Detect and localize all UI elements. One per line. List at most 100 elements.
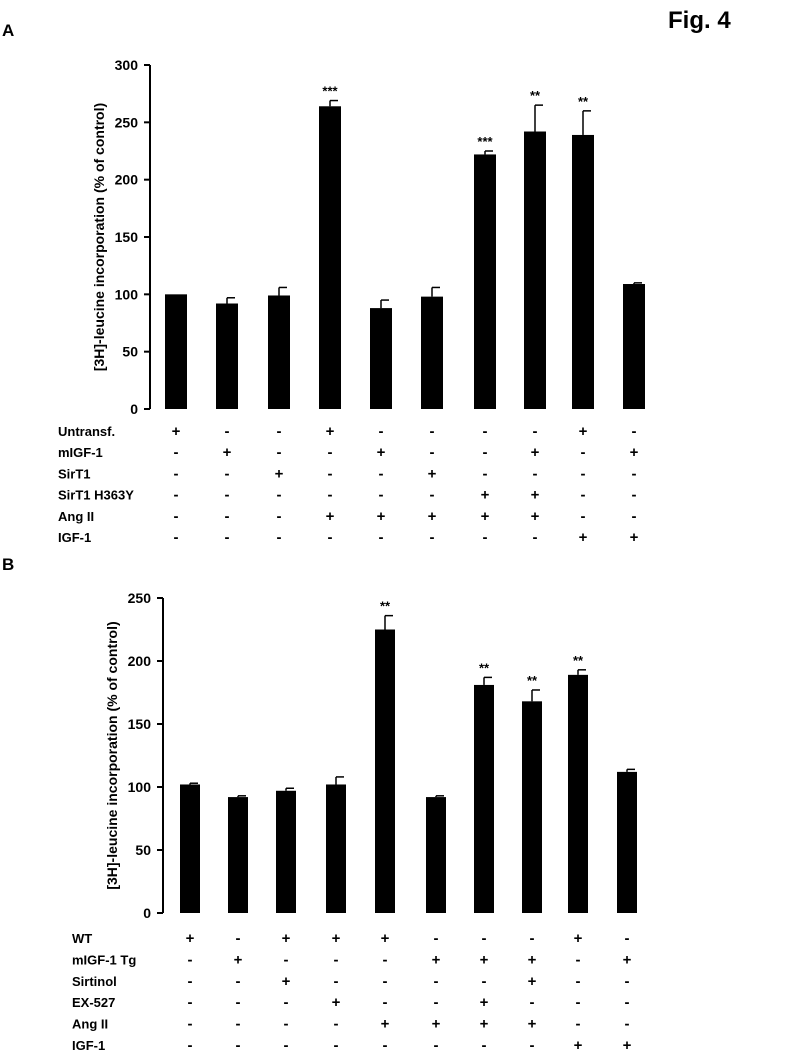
panel-b-condition-symbol: - <box>576 994 581 1011</box>
panel-a-bar <box>474 154 496 409</box>
panel-a-condition-symbol: - <box>174 529 179 546</box>
panel-b-condition-label: WT <box>72 931 92 946</box>
panel-b-y-tick-label: 250 <box>128 590 152 606</box>
panel-a-condition-symbol: - <box>632 487 637 504</box>
panel-b-condition-symbol: - <box>434 1037 439 1050</box>
panel-a-condition-symbol: - <box>174 465 179 482</box>
panel-a-condition-symbol: + <box>275 465 284 482</box>
panel-b-bar <box>474 684 494 913</box>
panel-a-condition-symbol: - <box>483 529 488 546</box>
panel-b-condition-symbol: - <box>236 973 241 990</box>
panel-b-condition-symbol: - <box>334 1037 339 1050</box>
panel-a-condition-symbol: - <box>430 487 435 504</box>
panel-a-y-tick-label: 150 <box>115 229 139 245</box>
panel-a-y-axis-label: [3H]-leucine incorporation (% of control… <box>91 103 107 371</box>
panel-b-significance-label: ** <box>479 660 490 675</box>
panel-a-y-tick-label: 300 <box>115 57 139 73</box>
panel-b-condition-symbol: - <box>625 1016 630 1033</box>
panel-b-bar <box>568 674 588 913</box>
panel-b-bar <box>375 629 395 913</box>
panel-a-bar <box>572 134 594 410</box>
panel-b-label: B <box>2 555 14 574</box>
panel-a-condition-symbol: - <box>225 529 230 546</box>
panel-a-condition-symbol: + <box>579 529 588 546</box>
panel-a-condition-symbol: - <box>581 508 586 525</box>
panel-a-condition-label: Untransf. <box>58 424 115 439</box>
panel-a-condition-symbol: - <box>483 423 488 440</box>
panel-a-condition-symbol: - <box>277 423 282 440</box>
panel-a-condition-symbol: + <box>428 508 437 525</box>
panel-b-condition-symbol: - <box>625 994 630 1011</box>
panel-b-condition-symbol: + <box>234 951 243 968</box>
panel-a-condition-symbol: + <box>326 423 335 440</box>
panel-a-condition-symbol: - <box>632 508 637 525</box>
panel-b-condition-symbol: + <box>623 951 632 968</box>
panel-a-condition-label: SirT1 <box>58 466 91 481</box>
panel-a-condition-symbol: - <box>430 529 435 546</box>
panel-b-condition-symbol: - <box>383 973 388 990</box>
panel-b-bar <box>326 784 346 913</box>
panel-b-bar <box>180 784 200 913</box>
panel-a-condition-symbol: + <box>377 508 386 525</box>
panel-a-condition-label: IGF-1 <box>58 530 91 545</box>
panel-a-bar <box>216 303 238 409</box>
panel-a-condition-symbol: - <box>174 444 179 461</box>
panel-b-condition-symbol: + <box>332 994 341 1011</box>
panel-b-condition-symbol: - <box>482 930 487 947</box>
panel-a-condition-symbol: + <box>428 465 437 482</box>
panel-b-condition-symbol: + <box>432 1016 441 1033</box>
panel-b-condition-symbol: + <box>623 1037 632 1050</box>
panel-a-significance-label: ** <box>578 94 589 109</box>
panel-b-condition-symbol: + <box>480 951 489 968</box>
panel-b-condition-symbol: + <box>574 1037 583 1050</box>
panel-a-condition-symbol: - <box>225 465 230 482</box>
panel-a-y-tick-label: 0 <box>130 401 138 417</box>
panel-b-y-tick-label: 50 <box>135 842 151 858</box>
panel-a-y-tick-label: 250 <box>115 114 139 130</box>
panel-b-condition-symbol: - <box>576 1016 581 1033</box>
panel-a-condition-symbol: - <box>379 487 384 504</box>
panel-b-y-tick-label: 150 <box>128 716 152 732</box>
panel-b-condition-label: Sirtinol <box>72 974 117 989</box>
panel-b-condition-symbol: - <box>236 930 241 947</box>
panel-b-condition-symbol: - <box>530 994 535 1011</box>
panel-a-condition-symbol: - <box>533 465 538 482</box>
panel-b-condition-symbol: - <box>284 994 289 1011</box>
panel-a-label: A <box>2 21 14 40</box>
panel-a-chart: 0 50 100 150 200 250 300 [3H]-leucine incorpora… <box>58 57 645 546</box>
panel-a-condition-symbol: - <box>581 444 586 461</box>
panel-b-condition-symbol: - <box>576 973 581 990</box>
panel-a-condition-symbol: - <box>430 423 435 440</box>
panel-b-condition-symbol: + <box>282 973 291 990</box>
panel-b-condition-symbol: - <box>188 1016 193 1033</box>
panel-a-condition-symbol: - <box>328 529 333 546</box>
panel-a-bar <box>623 284 645 409</box>
panel-b-condition-symbol: - <box>625 973 630 990</box>
panel-a-condition-symbol: - <box>277 508 282 525</box>
panel-b-condition-symbol: - <box>530 930 535 947</box>
panel-a-condition-symbol: - <box>379 423 384 440</box>
panel-b-y-tick-label: 200 <box>128 653 152 669</box>
panel-a-significance-label: *** <box>477 134 493 149</box>
panel-b-condition-symbol: - <box>236 1037 241 1050</box>
panel-a-condition-label: Ang II <box>58 509 94 524</box>
panel-b-condition-symbol: - <box>434 973 439 990</box>
panel-a-condition-symbol: - <box>174 508 179 525</box>
panel-a-y-tick-label: 200 <box>115 172 139 188</box>
panel-b-bar <box>617 771 637 913</box>
panel-a-condition-symbol: - <box>277 487 282 504</box>
panel-a-condition-symbol: + <box>326 508 335 525</box>
panel-a-condition-symbol: - <box>328 487 333 504</box>
panel-b-condition-symbol: + <box>432 951 441 968</box>
panel-b-condition-symbol: + <box>480 994 489 1011</box>
panel-b-condition-symbol: - <box>530 1037 535 1050</box>
panel-a-condition-symbol: + <box>377 444 386 461</box>
panel-a-condition-symbol: - <box>379 465 384 482</box>
panel-b-chart: 0 50 100 150 200 250 [3H]-leucine incorporatio… <box>72 590 637 1050</box>
panel-b-condition-symbol: - <box>482 1037 487 1050</box>
panel-a-condition-symbol: + <box>531 508 540 525</box>
panel-a-bar <box>319 106 341 409</box>
panel-a-condition-symbol: - <box>581 465 586 482</box>
panel-a-condition-symbol: - <box>632 423 637 440</box>
